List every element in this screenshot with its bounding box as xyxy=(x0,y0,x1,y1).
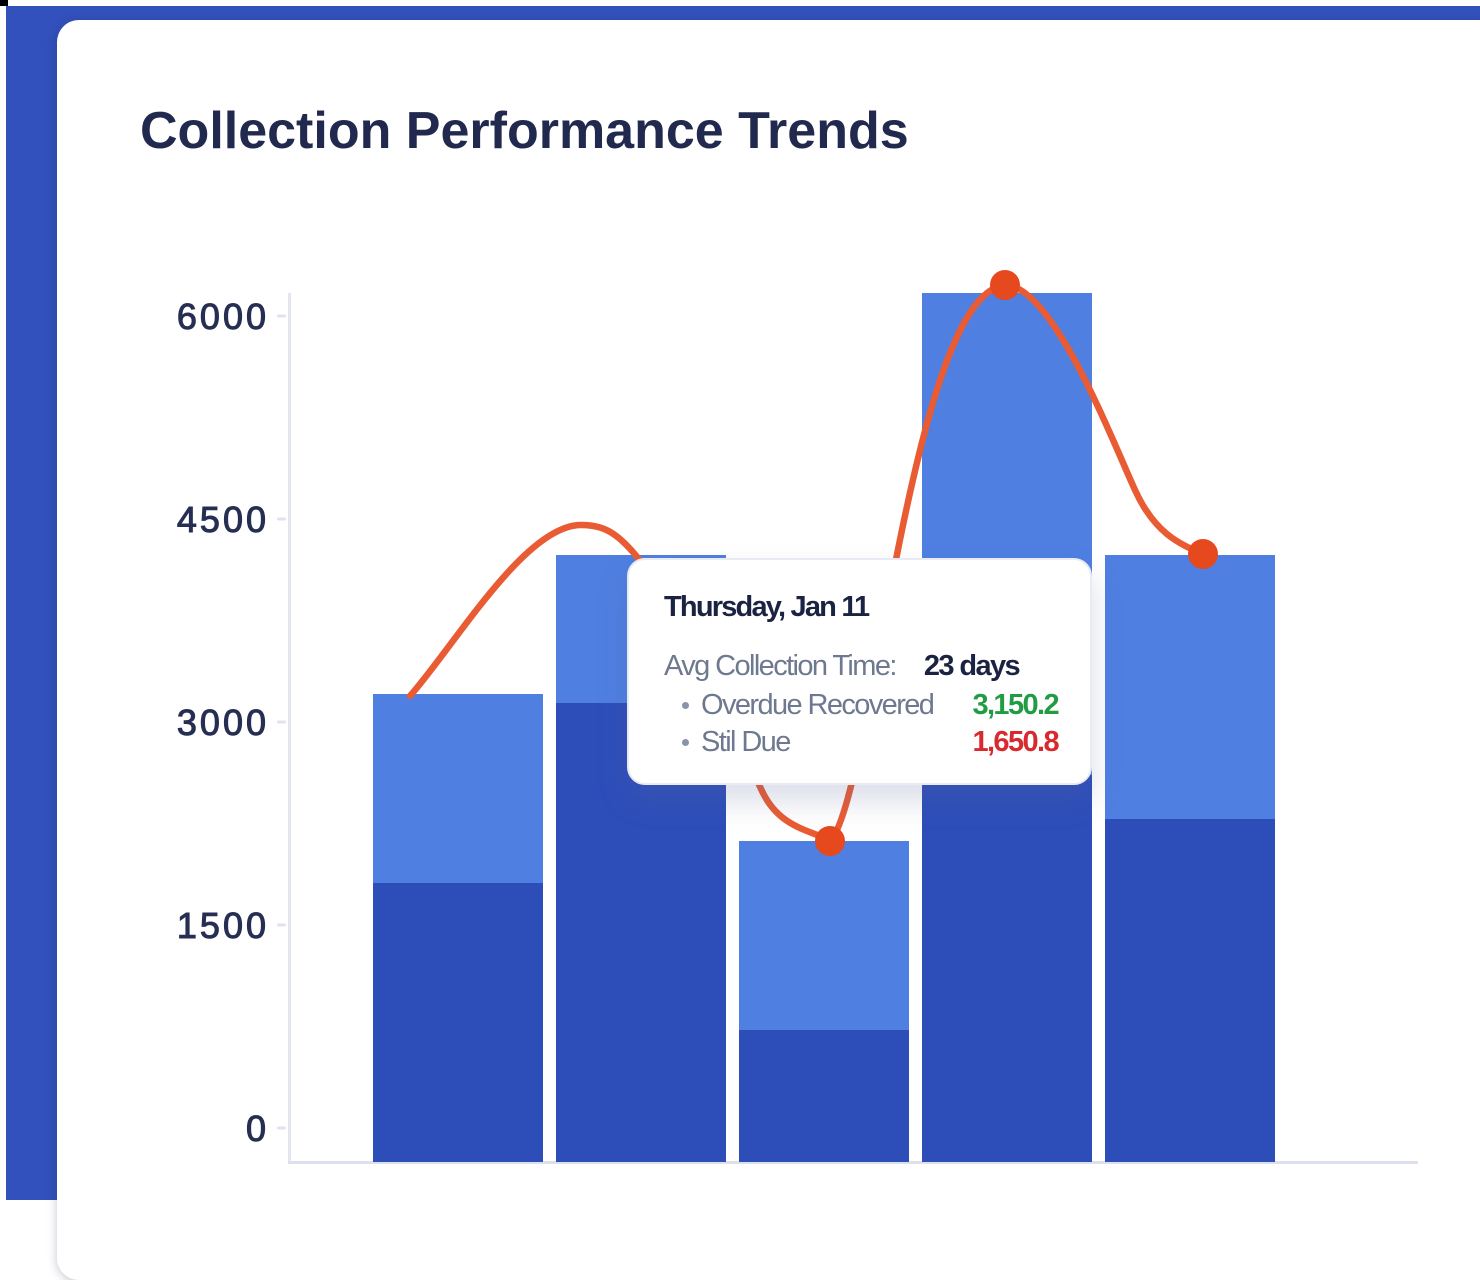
svg-text:6000: 6000 xyxy=(177,296,269,337)
svg-text:4500: 4500 xyxy=(177,499,269,540)
svg-text:1500: 1500 xyxy=(177,905,269,946)
svg-text:0: 0 xyxy=(246,1108,269,1149)
svg-text:3000: 3000 xyxy=(177,702,269,743)
